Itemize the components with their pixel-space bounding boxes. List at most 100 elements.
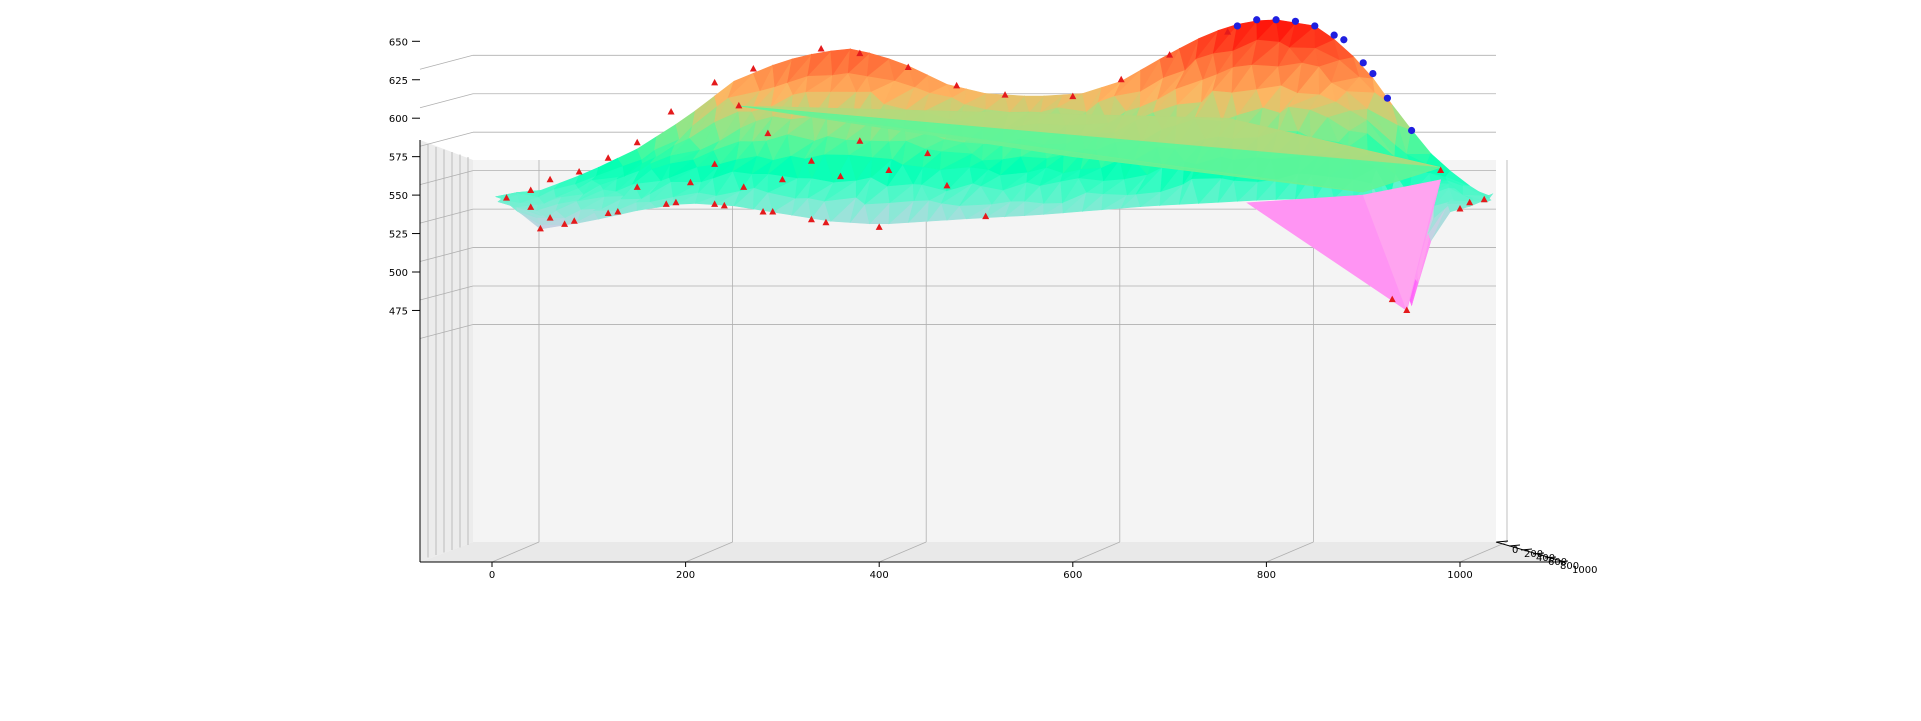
surface-facet: [1333, 38, 1355, 61]
ridge-point-marker: [633, 138, 641, 146]
y-tick-mark: [1556, 560, 1569, 563]
high-point-marker: [1369, 69, 1377, 78]
surface-fold: [738, 105, 1364, 193]
y-tick-mark: [1508, 544, 1521, 547]
surface-facet: [752, 64, 774, 92]
surface-facet: [1445, 170, 1470, 187]
x-gridline-floor: [1266, 541, 1314, 563]
ridge-point-marker: [953, 81, 961, 89]
low-point-marker: [769, 208, 777, 215]
z-tick-label: 525: [389, 230, 408, 241]
y-axis-line: [1495, 541, 1566, 563]
low-point-marker: [720, 201, 728, 209]
low-point-marker: [1466, 198, 1474, 206]
low-point-marker: [527, 203, 535, 210]
x-gridline-floor: [879, 541, 927, 563]
ridge-point-marker: [1117, 75, 1125, 83]
y-tick-label: 200: [1524, 549, 1543, 560]
low-point-marker: [503, 194, 511, 201]
ridge-point-marker: [1069, 92, 1077, 100]
outlier-point-marker: [735, 101, 743, 109]
low-point-marker: [672, 198, 680, 206]
ridge-point-marker: [1001, 91, 1009, 98]
surface-facet: [1114, 69, 1141, 96]
y-tick-label: 800: [1560, 561, 1579, 572]
y-tick-label: 600: [1548, 557, 1567, 568]
surface-facet: [692, 95, 715, 126]
y-tick-mark: [1520, 548, 1533, 551]
surface-facet: [985, 93, 1006, 110]
low-point-marker: [614, 208, 622, 215]
x-tick-label: 0: [489, 570, 495, 581]
ridge-point-marker: [904, 63, 912, 70]
tick-labels: 0 200 400 600 800 100047550052555057560062565…: [389, 37, 1598, 581]
floor-pane: [420, 542, 1565, 562]
surface-facet: [675, 110, 696, 140]
ridge-point-marker: [856, 49, 864, 57]
surface-dip: [1406, 179, 1441, 311]
surface-facet: [1391, 104, 1413, 131]
surface-facet: [1372, 78, 1393, 106]
z-tick-label: 475: [389, 306, 408, 317]
interior-point-marker: [885, 166, 893, 173]
surface-facet: [1288, 22, 1316, 48]
ridge-point-marker: [711, 78, 719, 86]
z-gridline-side: [419, 285, 474, 301]
surface-facet: [1178, 37, 1200, 71]
high-point-marker: [1330, 31, 1338, 39]
high-point-marker: [1383, 94, 1391, 102]
surface-facet: [1195, 29, 1219, 60]
interior-point-marker: [633, 183, 641, 190]
z-tick-label: 550: [389, 191, 408, 202]
ridge-point-marker: [749, 64, 757, 72]
surface-facet: [807, 50, 832, 77]
low-point-marker: [536, 224, 544, 232]
z-gridline-side: [419, 208, 474, 224]
ridge-point-marker: [667, 108, 675, 115]
low-point-marker: [1388, 295, 1396, 303]
surface-facet: [1004, 94, 1026, 113]
surface-facet: [596, 157, 619, 177]
surface-facet: [654, 124, 677, 151]
surface-facet: [1097, 81, 1122, 103]
x-tick-label: 400: [870, 570, 889, 581]
surface-facet: [636, 136, 657, 160]
x-gridline-floor: [1072, 541, 1120, 563]
surface-facet: [1275, 19, 1297, 43]
interior-point-marker: [856, 137, 864, 144]
z-gridline-side: [419, 131, 474, 147]
surface-facet: [964, 88, 987, 105]
z-tick-label: 575: [389, 153, 408, 164]
x-gridline-floor: [1459, 541, 1508, 563]
x-gridline-floor: [491, 541, 540, 563]
surface-facet: [1256, 19, 1277, 41]
y-tick-mark: [1544, 556, 1557, 559]
ridge-point-marker: [1166, 51, 1174, 58]
surface-facet: [888, 58, 909, 82]
interior-point-marker: [943, 181, 951, 189]
high-point-marker: [1233, 22, 1241, 30]
high-point-marker: [1408, 126, 1416, 135]
z-tick-label: 650: [389, 37, 408, 48]
high-point-marker: [1359, 59, 1367, 67]
ridge-point-marker: [817, 44, 825, 52]
surface-facet: [1140, 58, 1161, 93]
data-markers: [503, 16, 1488, 313]
low-point-marker: [711, 200, 719, 207]
x-tick-label: 200: [676, 570, 695, 581]
low-point-marker: [561, 220, 569, 227]
interior-point-marker: [924, 149, 932, 157]
surface-facet: [727, 73, 754, 98]
low-point-marker: [570, 217, 578, 224]
interior-point-marker: [686, 178, 694, 186]
interior-point-marker: [836, 172, 844, 180]
z-tick-label: 500: [389, 268, 408, 279]
z-gridline-side: [419, 54, 474, 70]
high-point-marker: [1311, 22, 1319, 30]
low-point-marker: [1480, 195, 1488, 203]
interior-point-marker: [711, 160, 719, 167]
interior-point-marker: [740, 183, 748, 190]
surface-facet: [907, 65, 929, 88]
surface-facet: [1212, 23, 1239, 54]
low-point-marker: [604, 209, 612, 217]
